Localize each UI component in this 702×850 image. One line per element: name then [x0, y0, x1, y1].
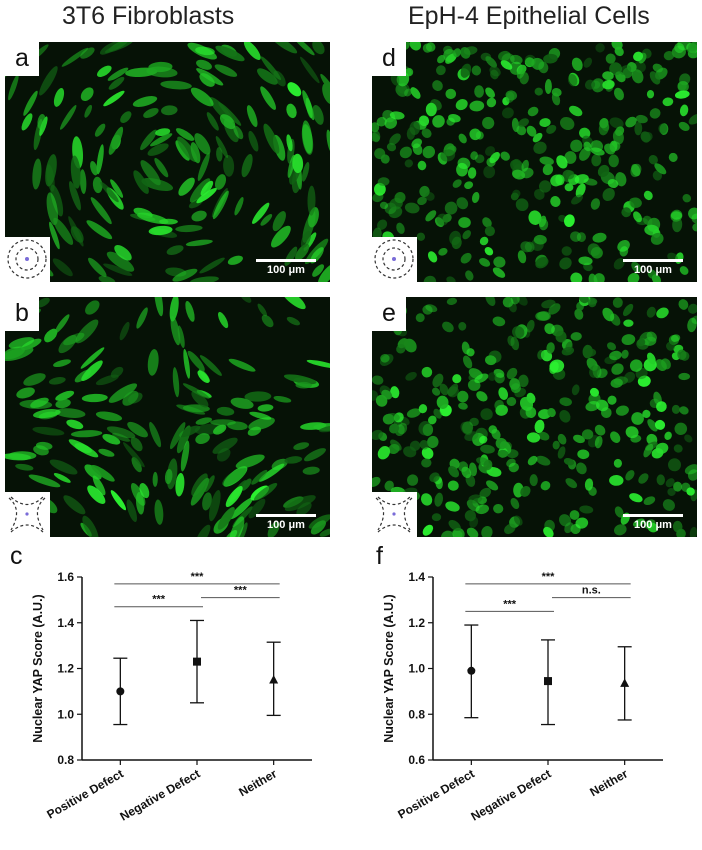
micrograph-panel-d: d 100 μm [372, 42, 697, 282]
significance-label: *** [152, 594, 166, 606]
x-tick-label: Positive Defect [395, 766, 477, 821]
scale-bar: 100 μm [256, 514, 316, 531]
panel-label-f: f [376, 542, 383, 570]
positive-defect-icon [5, 237, 50, 282]
data-point-circle [116, 687, 125, 696]
fluorescence-image [5, 297, 330, 537]
y-tick-label: 1.2 [408, 616, 425, 630]
x-tick-label: Negative Defect [469, 766, 554, 823]
data-point-triangle [620, 678, 630, 687]
micrograph-panel-b: b 100 μm [5, 297, 330, 537]
x-tick-label: Neither [587, 766, 630, 799]
panel-label-e: e [372, 297, 406, 331]
significance-label: *** [234, 585, 248, 597]
significance-label: *** [503, 598, 517, 610]
panel-label-b: b [5, 297, 39, 331]
y-tick-label: 1.0 [408, 662, 425, 676]
y-tick-label: 1.0 [57, 707, 74, 721]
data-point-square [544, 677, 552, 686]
chart-panel-c: 0.8 1.0 1.2 1.4 1.6 Nuclear YAP Score (A.U.) P… [31, 570, 312, 824]
y-tick-label: 0.6 [408, 753, 425, 767]
y-tick-label: 1.2 [57, 662, 74, 676]
x-tick-label: Neither [236, 766, 279, 799]
negative-defect-icon [372, 492, 417, 537]
negative-defect-icon [5, 492, 50, 537]
column-title-fibroblasts: 3T6 Fibroblasts [62, 2, 235, 30]
data-point-triangle [269, 674, 279, 684]
data-point-square [193, 657, 201, 666]
panel-label-c: c [10, 542, 23, 570]
y-tick-label: 0.8 [57, 753, 74, 767]
positive-defect-icon [372, 237, 417, 282]
data-point-circle [467, 666, 476, 675]
x-tick-label: Positive Defect [44, 766, 126, 821]
y-tick-label: 1.4 [408, 570, 425, 584]
fluorescence-image [5, 42, 330, 282]
y-tick-label: 1.6 [57, 570, 74, 584]
y-axis-label: Nuclear YAP Score (A.U.) [31, 594, 45, 742]
column-title-epithelial: EpH-4 Epithelial Cells [408, 2, 650, 30]
y-tick-label: 0.8 [408, 707, 425, 721]
scale-bar: 100 μm [623, 259, 683, 276]
panel-label-d: d [372, 42, 406, 76]
micrograph-panel-e: e 100 μm [372, 297, 697, 537]
panel-label-a: a [5, 42, 39, 76]
scale-bar: 100 μm [623, 514, 683, 531]
x-tick-label: Negative Defect [118, 766, 203, 823]
fluorescence-image [372, 42, 697, 282]
y-tick-label: 1.4 [57, 616, 74, 630]
micrograph-panel-a: a 100 μm [5, 42, 330, 282]
significance-label: *** [191, 571, 205, 583]
chart-panel-f: 0.6 0.8 1.0 1.2 1.4 Nuclear YAP Score (A.U.) P… [382, 570, 663, 824]
fluorescence-image [372, 297, 697, 537]
significance-label: *** [542, 571, 556, 583]
scale-bar: 100 μm [256, 259, 316, 276]
significance-label: n.s. [582, 585, 601, 597]
y-axis-label: Nuclear YAP Score (A.U.) [382, 594, 396, 742]
